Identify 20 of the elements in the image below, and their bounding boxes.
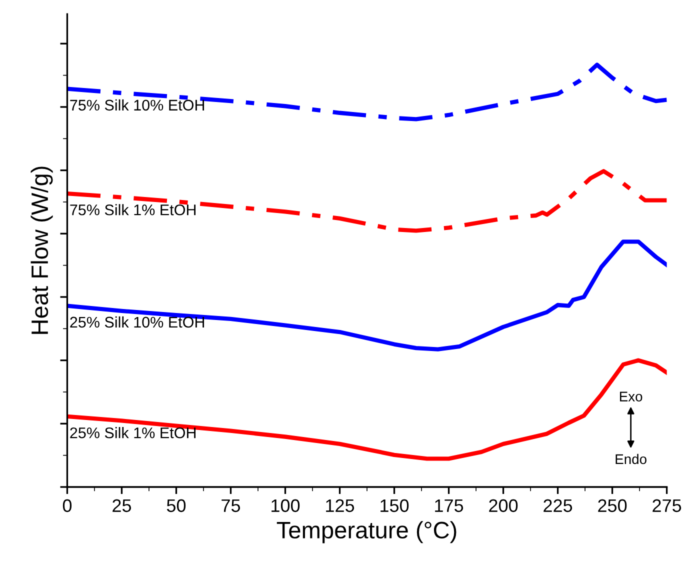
x-tick-label: 75	[222, 499, 240, 512]
annotation: Endo	[616, 454, 646, 464]
x-tick-label: 200	[489, 499, 518, 512]
x-tick-label: 50	[166, 499, 186, 512]
y-axis-title: Heat Flow (W/g)	[30, 166, 53, 334]
series-label: 25% Silk 1% EtOH	[70, 427, 196, 438]
x-tick-label: 100	[272, 499, 300, 512]
x-axis-title: Temperature (°C)	[276, 521, 456, 544]
x-tick-label: 125	[326, 499, 354, 512]
x-tick-label: 250	[598, 499, 627, 512]
series-label: 75% Silk 1% EtOH	[70, 204, 196, 216]
x-tick-label: 25	[112, 499, 132, 512]
x-tick-label: 225	[544, 499, 572, 512]
x-tick-label: 275	[652, 499, 682, 512]
series-label: 75% Silk 10% EtOH	[70, 99, 204, 111]
x-tick-label: 150	[380, 499, 409, 512]
annotation: Exo	[620, 392, 642, 402]
x-tick-label: 175	[435, 499, 464, 512]
x-tick-label: 0	[62, 499, 72, 512]
series-label: 25% Silk 10% EtOH	[70, 316, 204, 328]
